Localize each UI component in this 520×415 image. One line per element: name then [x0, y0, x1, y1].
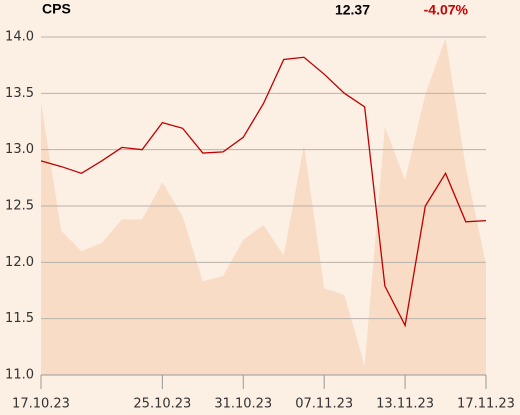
area — [41, 38, 486, 375]
line — [40, 56, 487, 328]
y-tick-label: 13.5 — [5, 86, 34, 101]
y-tick-label: 12.0 — [5, 255, 34, 270]
y-tick-label: 13.0 — [5, 142, 34, 157]
change: -4.07% — [424, 2, 469, 18]
y-tick-label: 12.5 — [5, 199, 34, 214]
x-tick-label: 13.11.23 — [376, 397, 434, 412]
y-tick-label: 11.5 — [5, 311, 34, 326]
x-tick-label: 31.10.23 — [214, 397, 272, 412]
price: 12.37 — [335, 2, 370, 18]
y-tick-label: 11.0 — [5, 368, 34, 383]
chart-title: CPS — [42, 1, 71, 17]
y-tick-label: 14.0 — [5, 30, 34, 45]
x-tick-label: 17.11.23 — [457, 397, 515, 412]
x-tick-label: 07.11.23 — [295, 397, 353, 412]
x-tick-label: 25.10.23 — [133, 397, 191, 412]
x-tick-label: 17.10.23 — [12, 397, 70, 412]
